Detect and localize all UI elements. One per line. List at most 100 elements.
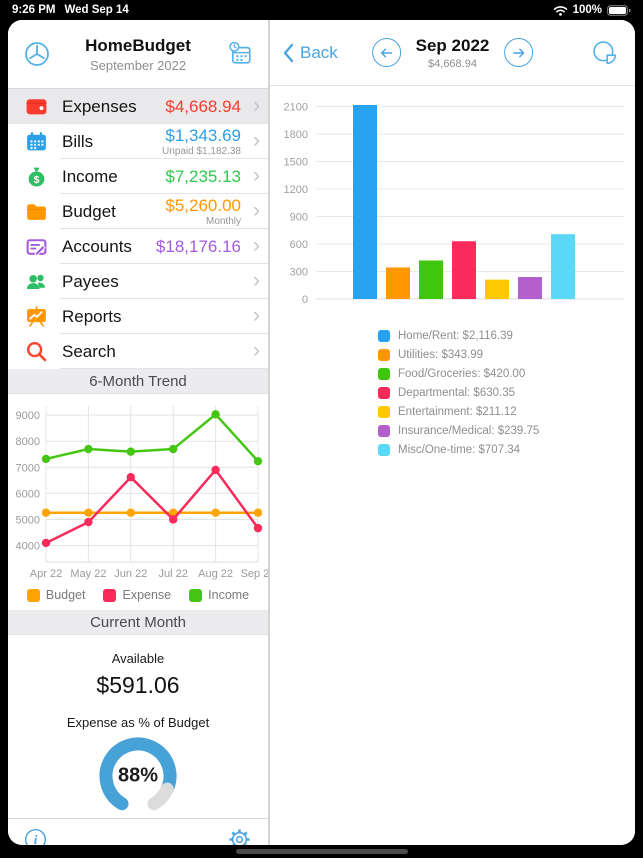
svg-text:1800: 1800: [284, 129, 308, 141]
app-subtitle: September 2022: [89, 57, 187, 73]
svg-text:Sep 22: Sep 22: [241, 568, 268, 580]
menu-sub-label: Unpaid $1,182.38: [162, 146, 241, 157]
prev-month-button[interactable]: [371, 38, 401, 67]
menu-label: Income: [62, 166, 118, 186]
people-icon: [24, 269, 49, 294]
chevron-right-icon: ›: [253, 268, 260, 292]
sidebar: HomeBudget September 2022 Expenses $4,66…: [8, 20, 270, 845]
legend-item: Insurance/Medical: $239.75: [378, 421, 635, 440]
legend-swatch: [26, 588, 40, 602]
svg-text:5000: 5000: [16, 514, 40, 526]
legend-item: Misc/One-time: $707.34: [378, 440, 635, 459]
menu-value: $7,235.13: [165, 166, 241, 186]
legend-swatch: [378, 367, 390, 380]
info-button[interactable]: i: [24, 828, 47, 845]
legend-swatch: [378, 443, 390, 456]
app-title: HomeBudget: [85, 35, 191, 55]
menu-label: Bills: [62, 131, 94, 151]
status-time: 9:26 PM: [12, 4, 56, 16]
divider: [60, 298, 268, 299]
money-bag-icon: $: [24, 164, 49, 189]
svg-text:i: i: [34, 832, 38, 845]
chevron-right-icon: ›: [253, 93, 260, 117]
menu-sub-label: Monthly: [205, 216, 241, 227]
svg-text:900: 900: [290, 212, 308, 224]
legend-swatch: [378, 348, 390, 361]
back-button[interactable]: Back: [282, 43, 338, 63]
legend-swatch: [378, 424, 390, 437]
next-month-button[interactable]: [504, 38, 534, 67]
svg-text:300: 300: [290, 267, 308, 279]
calendar-clock-button[interactable]: [226, 39, 256, 69]
menu-label: Expenses: [62, 96, 137, 116]
svg-text:0: 0: [302, 294, 308, 306]
pie-chart-icon: [593, 40, 617, 64]
trend-legend: Budget Expense Income: [8, 584, 268, 606]
calendar-clock-icon: [227, 40, 255, 68]
menu-label: Accounts: [62, 236, 132, 256]
legend-swatch: [103, 588, 117, 602]
pie-view-button[interactable]: [591, 39, 619, 67]
gauge-arc: [99, 737, 177, 811]
divider: [60, 333, 268, 334]
battery-icon: [607, 4, 631, 16]
status-bar: 9:26 PM Wed Sep 14 100%: [0, 0, 643, 20]
menu-value: $5,260.00: [165, 196, 241, 215]
sidebar-item-income[interactable]: $ Income $7,235.13 ›: [8, 159, 268, 194]
sidebar-toolbar: i: [8, 818, 268, 845]
sidebar-item-expenses[interactable]: Expenses $4,668.94 ›: [8, 89, 268, 124]
trend-line-chart: Apr 22 May 22 Jun 22 Jul 22 Aug 22 Sep 22 4000…: [16, 406, 268, 580]
gauge-percent: 88%: [117, 764, 159, 787]
sidebar-item-reports[interactable]: Reports ›: [8, 299, 268, 334]
legend-item-income: Income: [189, 588, 249, 602]
legend-swatch: [378, 405, 390, 418]
sidebar-item-search[interactable]: Search ›: [8, 334, 268, 369]
checkbook-icon: [24, 234, 49, 259]
chevron-right-icon: ›: [253, 233, 260, 257]
presentation-chart-icon: [24, 304, 49, 329]
sidebar-item-bills[interactable]: Bills $1,343.69 Unpaid $1,182.38 ›: [8, 124, 268, 159]
divider: [60, 263, 268, 264]
current-month-panel: Available $591.06 Expense as % of Budget…: [8, 635, 268, 818]
chevron-right-icon: ›: [253, 128, 260, 152]
legend-item: Departmental: $630.35: [378, 383, 635, 402]
calendar-icon: [24, 129, 49, 154]
svg-text:9000: 9000: [16, 410, 40, 422]
svg-text:1200: 1200: [284, 184, 308, 196]
chevron-right-icon: ›: [253, 303, 260, 327]
home-indicator[interactable]: [235, 849, 408, 854]
category-legend: Home/Rent: $2,116.39 Utilities: $343.99 …: [378, 326, 635, 459]
svg-text:May 22: May 22: [70, 568, 106, 580]
gear-icon[interactable]: [227, 827, 252, 845]
svg-text:2100: 2100: [284, 102, 308, 114]
divider: [60, 368, 268, 369]
menu-label: Search: [62, 341, 116, 361]
svg-text:$: $: [34, 175, 40, 186]
legend-item-budget: Budget: [26, 588, 85, 602]
svg-text:Apr 22: Apr 22: [30, 568, 62, 580]
menu-value: $1,343.69: [165, 126, 241, 145]
status-date: Wed Sep 14: [64, 4, 129, 16]
divider: [60, 228, 268, 229]
divider: [60, 123, 268, 124]
sidebar-item-payees[interactable]: Payees ›: [8, 264, 268, 299]
legend-item: Food/Groceries: $420.00: [378, 364, 635, 383]
pie-chart-button[interactable]: [22, 39, 52, 69]
search-icon: [24, 339, 49, 364]
sidebar-item-accounts[interactable]: Accounts $18,176.16 ›: [8, 229, 268, 264]
menu-value: $18,176.16: [155, 236, 241, 256]
available-label: Available: [111, 651, 165, 666]
menu-value: $4,668.94: [165, 96, 241, 116]
legend-swatch: [189, 588, 203, 602]
battery-percent: 100%: [572, 4, 602, 16]
detail-nav-bar: Back Sep 2022 $4,668.94: [270, 20, 635, 86]
menu-label: Budget: [62, 201, 116, 221]
folder-icon: [24, 199, 49, 224]
svg-text:600: 600: [290, 239, 308, 251]
divider: [60, 193, 268, 194]
svg-text:4000: 4000: [16, 541, 40, 553]
arrow-right-icon: [512, 48, 525, 57]
sidebar-item-budget[interactable]: Budget $5,260.00 Monthly ›: [8, 194, 268, 229]
legend-swatch: [378, 329, 390, 342]
legend-swatch: [378, 386, 390, 399]
